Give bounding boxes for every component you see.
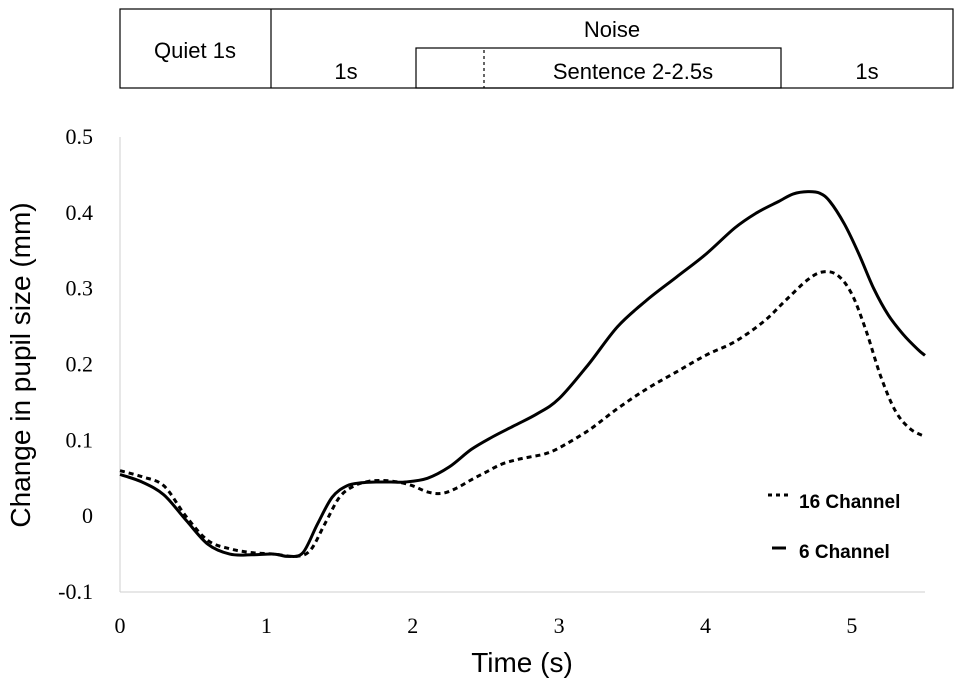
y-tick-label: -0.1 [58, 579, 93, 604]
series-line-16-channel [119, 270, 926, 558]
timeline-sentence-label: Sentence 2-2.5s [553, 59, 713, 84]
y-tick-label: 0.3 [66, 276, 94, 301]
y-axis-label: Change in pupil size (mm) [5, 202, 36, 527]
x-tick-label: 3 [554, 613, 565, 638]
y-tick-label: 0 [82, 503, 93, 528]
x-tick-labels: 0 1 2 3 4 5 [115, 613, 858, 638]
legend: 16 Channel 6 Channel [768, 492, 900, 563]
y-tick-label: 0.5 [66, 124, 94, 149]
y-tick-labels: -0.1 0 0.1 0.2 0.3 0.4 0.5 [58, 124, 93, 604]
series-lines [119, 190, 926, 558]
series-line-6-channel [119, 190, 926, 558]
x-tick-label: 0 [115, 613, 126, 638]
timeline-sentence-box [415, 47, 782, 89]
timeline-noise-label: Noise [584, 17, 640, 42]
legend-label-6-channel: 6 Channel [799, 542, 890, 563]
timeline-noise-post-label: 1s [855, 59, 878, 84]
y-tick-label: 0.4 [66, 200, 94, 225]
y-tick-label: 0.2 [66, 352, 94, 377]
x-tick-label: 1 [261, 613, 272, 638]
legend-label-16-channel: 16 Channel [799, 492, 900, 513]
x-axis-label: Time (s) [471, 647, 573, 678]
x-tick-label: 4 [700, 613, 711, 638]
x-tick-label: 2 [407, 613, 418, 638]
timeline-quiet-label: Quiet 1s [154, 38, 236, 63]
timeline-noise-pre-label: 1s [334, 59, 357, 84]
y-tick-label: 0.1 [66, 427, 94, 452]
timeline-header [119, 8, 954, 89]
x-tick-label: 5 [846, 613, 857, 638]
